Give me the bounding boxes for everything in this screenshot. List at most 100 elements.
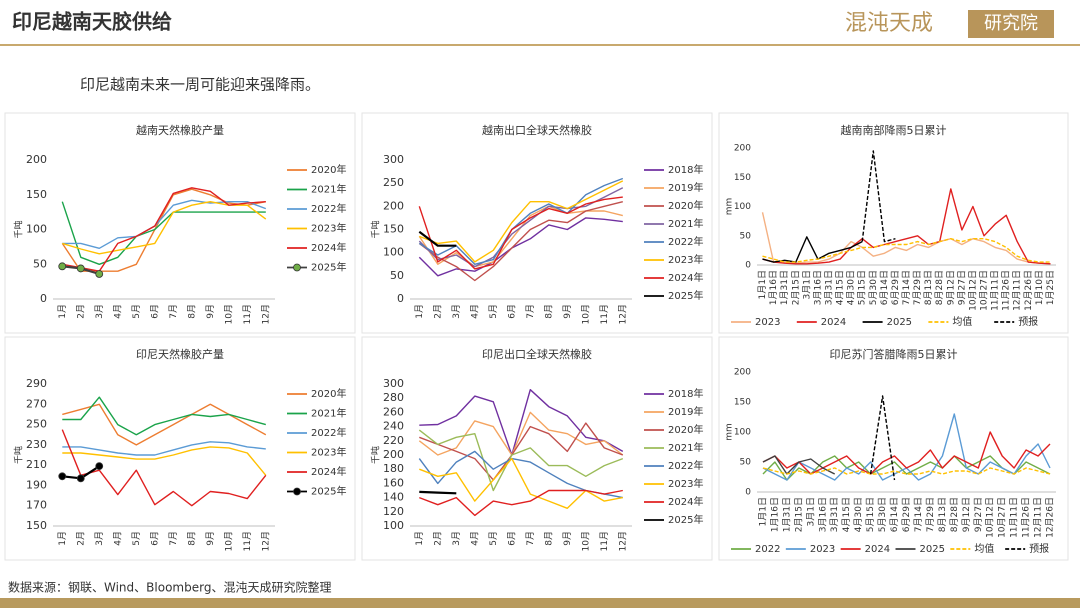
chart-title: 越南出口全球天然橡胶: [482, 123, 592, 137]
x-tick-label: 7月14日: [901, 270, 912, 305]
x-tick-label: 6月: [506, 304, 517, 319]
x-tick-label: 2月: [432, 304, 443, 319]
series-line: [762, 238, 1051, 263]
legend-label: 2018年: [668, 387, 703, 400]
x-tick-label: 6月: [149, 531, 160, 546]
x-tick-label: 1月16日: [768, 270, 779, 305]
x-tick-label: 2月: [75, 304, 86, 319]
x-tick-label: 5月: [131, 531, 142, 546]
chart-title: 越南南部降雨5日累计: [841, 123, 947, 137]
series-line: [62, 199, 267, 249]
y-tick-label: 230: [26, 438, 47, 451]
x-tick-label: 10月12日: [967, 270, 978, 311]
x-tick-label: 6月14日: [889, 497, 900, 532]
series-line: [419, 457, 623, 509]
x-tick-label: 5月30日: [877, 497, 888, 532]
x-tick-label: 4月: [112, 304, 123, 319]
x-tick-label: 8月: [543, 531, 554, 546]
series-line: [762, 467, 1051, 475]
y-tick-label: 200: [734, 144, 751, 154]
x-tick-label: 5月15日: [865, 497, 876, 532]
series-line: [418, 411, 624, 456]
y-tick-label: 170: [26, 499, 47, 512]
legend-label: 2025: [887, 317, 912, 328]
y-axis-label: 千吨: [370, 220, 382, 238]
logo-box: [968, 10, 1054, 38]
series-marker: [58, 472, 67, 481]
series-line: [419, 489, 623, 517]
y-tick-label: 300: [383, 377, 404, 390]
logo: 混沌天成: [845, 11, 933, 36]
y-tick-label: 240: [383, 420, 404, 433]
x-tick-label: 1月: [57, 304, 68, 319]
legend-label: 2022年: [311, 426, 346, 439]
x-tick-label: 1月10日: [1034, 270, 1045, 305]
x-tick-label: 1月25日: [1045, 270, 1056, 305]
x-tick-label: 9月: [205, 304, 216, 319]
x-tick-label: 10月: [580, 304, 591, 324]
series-line: [418, 429, 624, 492]
x-tick-label: 7月: [168, 531, 179, 546]
x-tick-label: 7月14日: [913, 497, 924, 532]
x-tick-label: 12月: [617, 304, 628, 324]
panel: [361, 336, 713, 561]
y-tick-label: 100: [26, 223, 47, 236]
series-line: [861, 150, 896, 243]
x-tick-label: 3月16日: [812, 270, 823, 305]
legend-label: 均值: [974, 542, 994, 555]
x-tick-label: 6月29日: [890, 270, 901, 305]
y-tick-label: 270: [26, 397, 47, 410]
series-line: [418, 230, 457, 247]
panel: [361, 112, 713, 334]
x-tick-label: 4月30日: [846, 270, 857, 305]
y-tick-label: 190: [26, 478, 47, 491]
x-tick-label: 3月16日: [817, 497, 828, 532]
x-tick-label: 9月: [562, 531, 573, 546]
x-tick-label: 8月13日: [923, 270, 934, 305]
y-tick-label: 150: [26, 519, 47, 532]
x-tick-label: 7月29日: [912, 270, 923, 305]
series-line: [61, 429, 267, 507]
series-marker: [76, 264, 85, 273]
x-tick-label: 4月: [469, 531, 480, 546]
y-tick-label: 150: [734, 398, 751, 408]
y-tick-label: 0: [745, 488, 751, 498]
chart-title: 越南天然橡胶产量: [136, 123, 224, 137]
legend-label: 2018年: [668, 163, 703, 176]
x-tick-label: 6月29日: [901, 497, 912, 532]
x-tick-label: 5月30日: [868, 270, 879, 305]
x-tick-label: 1月31日: [779, 270, 790, 305]
x-tick-label: 4月30日: [853, 497, 864, 532]
x-tick-label: 1月1日: [757, 270, 768, 299]
x-tick-label: 11月11日: [1009, 497, 1020, 538]
x-tick-label: 10月12日: [985, 497, 996, 538]
chart-title: 印尼出口全球天然橡胶: [482, 347, 592, 361]
x-tick-label: 8月13日: [937, 497, 948, 532]
legend-label: 2024年: [311, 241, 346, 254]
x-tick-label: 3月: [451, 531, 462, 546]
x-tick-label: 1月31日: [781, 497, 792, 532]
x-tick-label: 10月: [223, 304, 234, 324]
legend-label: 预报: [1018, 315, 1038, 328]
y-tick-label: 100: [383, 246, 404, 259]
y-tick-label: 0: [40, 292, 47, 305]
series-line: [418, 187, 624, 268]
series-marker: [95, 270, 104, 278]
legend-label: 2024年: [668, 271, 703, 284]
legend-label: 2019年: [668, 181, 703, 194]
legend-label: 2025年: [311, 261, 346, 274]
x-tick-label: 7月29日: [925, 497, 936, 532]
x-tick-label: 9月27日: [956, 270, 967, 305]
legend-label: 2021年: [311, 407, 346, 420]
legend-label: 2025年: [668, 513, 703, 526]
x-tick-label: 6月: [149, 304, 160, 319]
panel: [718, 112, 1069, 334]
x-tick-label: 3月: [94, 304, 105, 319]
legend-label: 2022年: [668, 235, 703, 248]
x-tick-label: 11月: [242, 531, 253, 551]
x-tick-label: 12月: [260, 531, 271, 551]
y-tick-label: 150: [26, 188, 47, 201]
series-line: [62, 187, 266, 272]
source: 数据来源：钢联、Wind、Bloomberg、混沌天成研究院整理: [8, 580, 331, 595]
